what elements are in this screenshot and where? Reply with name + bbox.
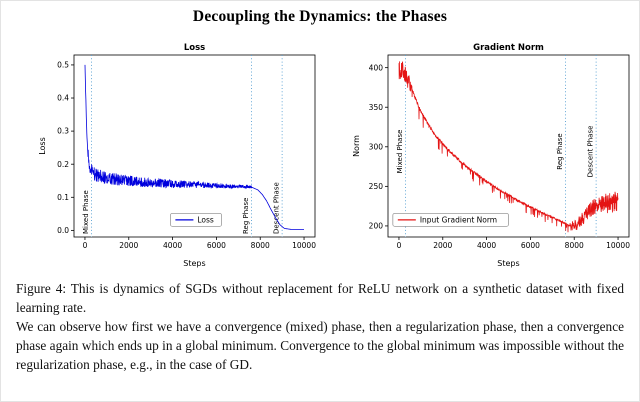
charts-row: 0 2000 4000 6000 8000 10000 0.0 0.1 0.2 0.3 0.4 0.5… (0, 40, 640, 270)
svg-text:Mixed Phase: Mixed Phase (396, 130, 404, 174)
svg-text:0: 0 (397, 241, 402, 250)
svg-text:Loss: Loss (184, 43, 205, 53)
svg-text:4000: 4000 (477, 241, 496, 250)
svg-text:Reg Phase: Reg Phase (242, 198, 250, 234)
figure-title: Decoupling the Dynamics: the Phases (192, 8, 448, 25)
svg-text:Loss: Loss (38, 137, 47, 155)
svg-text:400: 400 (369, 63, 384, 72)
svg-text:Mixed Phase: Mixed Phase (82, 190, 90, 234)
svg-text:Steps: Steps (183, 259, 205, 268)
svg-text:6000: 6000 (207, 241, 226, 250)
loss-chart: 0 2000 4000 6000 8000 10000 0.0 0.1 0.2 0.3 0.4 0.5… (34, 40, 324, 270)
svg-text:Norm: Norm (352, 135, 361, 157)
svg-text:10000: 10000 (606, 241, 630, 250)
gradient-norm-chart: 0 2000 4000 6000 8000 10000 200 250 300 350 400 Gra… (348, 40, 638, 270)
caption-paragraph-2: We can observe how first we have a conve… (16, 318, 624, 372)
figure-caption: Figure 4: This is dynamics of SGDs witho… (16, 280, 624, 374)
svg-text:Loss: Loss (197, 215, 214, 224)
svg-text:Gradient Norm: Gradient Norm (473, 43, 544, 53)
svg-text:Input Gradient Norm: Input Gradient Norm (420, 215, 497, 224)
svg-text:Reg Phase: Reg Phase (556, 133, 564, 169)
svg-text:4000: 4000 (163, 241, 182, 250)
svg-text:2000: 2000 (433, 241, 452, 250)
svg-text:0.5: 0.5 (57, 61, 69, 70)
svg-text:0.0: 0.0 (57, 226, 69, 235)
svg-text:250: 250 (369, 182, 384, 191)
svg-text:0.3: 0.3 (57, 127, 69, 136)
svg-text:6000: 6000 (521, 241, 540, 250)
caption-paragraph-1: Figure 4: This is dynamics of SGDs witho… (16, 281, 624, 315)
svg-text:0.1: 0.1 (57, 193, 69, 202)
svg-text:Descent Phase: Descent Phase (273, 182, 281, 234)
svg-text:300: 300 (369, 142, 384, 151)
svg-text:2000: 2000 (119, 241, 138, 250)
svg-text:Steps: Steps (497, 259, 519, 268)
svg-text:350: 350 (369, 103, 384, 112)
svg-text:8000: 8000 (251, 241, 270, 250)
svg-text:0.4: 0.4 (57, 94, 69, 103)
svg-text:Descent Phase: Descent Phase (587, 126, 595, 178)
svg-text:10000: 10000 (292, 241, 316, 250)
svg-text:200: 200 (369, 222, 384, 231)
svg-text:0: 0 (83, 241, 88, 250)
svg-text:8000: 8000 (565, 241, 584, 250)
svg-text:0.2: 0.2 (57, 160, 69, 169)
